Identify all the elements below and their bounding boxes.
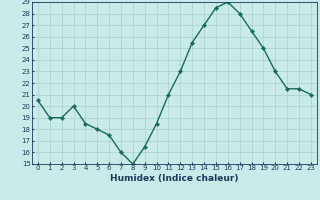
X-axis label: Humidex (Indice chaleur): Humidex (Indice chaleur) [110,174,239,183]
